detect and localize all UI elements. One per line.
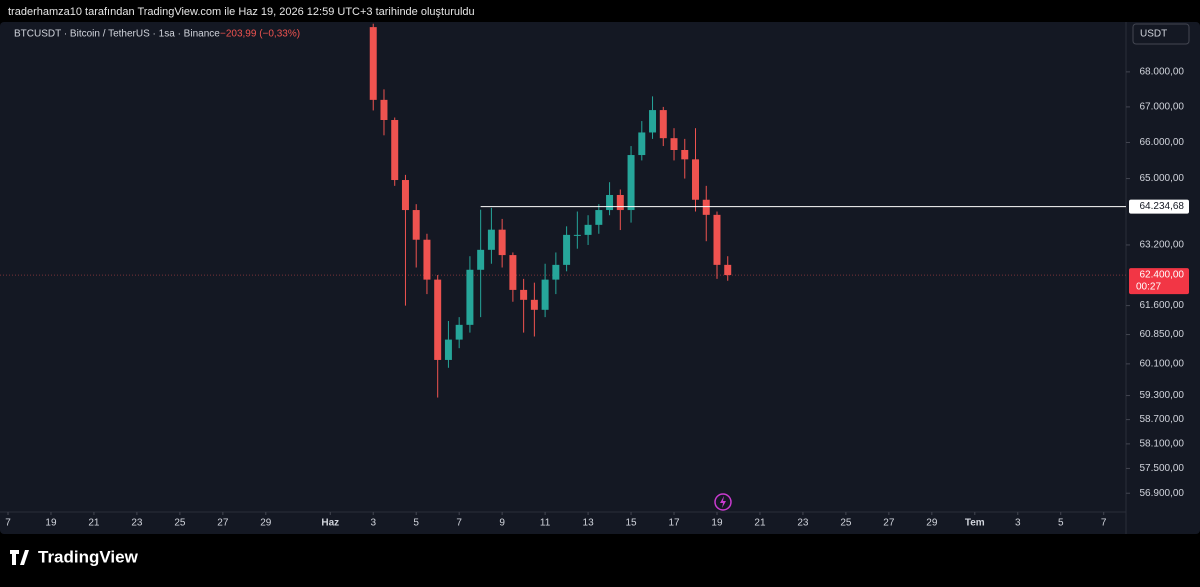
candle-body xyxy=(563,234,571,265)
x-tick-label: 19 xyxy=(45,518,57,529)
lightning-icon[interactable] xyxy=(714,493,732,511)
x-tick-label: 13 xyxy=(583,518,595,529)
y-tick-label: 63.200,00 xyxy=(1140,240,1185,251)
x-tick-label: 17 xyxy=(668,518,680,529)
last-price-tag xyxy=(1129,268,1189,295)
countdown-label: 00:27 xyxy=(1136,282,1161,293)
candle-body xyxy=(520,289,528,300)
candle-body xyxy=(627,155,635,211)
x-tick-label: 5 xyxy=(413,518,419,529)
y-tick-label: 59.300,00 xyxy=(1140,390,1185,401)
x-tick-label: 23 xyxy=(797,518,809,529)
currency-label: USDT xyxy=(1140,29,1167,40)
x-tick-label: 9 xyxy=(499,518,505,529)
x-tick-label: 21 xyxy=(754,518,766,529)
x-tick-label: 25 xyxy=(174,518,186,529)
chart-panel xyxy=(0,22,1200,534)
y-tick-label: 61.600,00 xyxy=(1140,300,1185,311)
price-change: −203,99 (−0,33%) xyxy=(220,29,300,40)
y-tick-label: 68.000,00 xyxy=(1140,67,1185,78)
symbol-title: BTCUSDT · Bitcoin / TetherUS · 1sa · Bin… xyxy=(14,29,220,40)
price-level-label: 64.234,68 xyxy=(1140,201,1185,212)
x-tick-label: 27 xyxy=(217,518,229,529)
candle-body xyxy=(541,279,549,310)
y-tick-label: 66.000,00 xyxy=(1140,137,1185,148)
candle-body xyxy=(412,210,420,240)
candle-body xyxy=(444,339,452,360)
candle-body xyxy=(434,279,442,360)
x-tick-label: 3 xyxy=(1015,518,1021,529)
candle-body xyxy=(369,27,377,100)
candle-body xyxy=(606,194,614,211)
x-tick-label: 15 xyxy=(625,518,637,529)
candle-body xyxy=(466,269,474,325)
candle-body xyxy=(670,138,678,150)
lightning-bolt xyxy=(720,496,726,508)
x-tick-label: 27 xyxy=(883,518,895,529)
y-tick-label: 58.100,00 xyxy=(1140,439,1185,450)
candle-body xyxy=(423,239,431,280)
candle-body xyxy=(391,120,399,181)
x-tick-label: 3 xyxy=(370,518,376,529)
last-price-label: 62.400,00 xyxy=(1140,270,1185,281)
x-tick-label: 7 xyxy=(5,518,11,529)
price-level-tag xyxy=(1129,199,1189,214)
candle-body xyxy=(552,264,560,280)
candle-body xyxy=(649,110,657,133)
currency-button[interactable] xyxy=(1132,23,1190,45)
candle-body xyxy=(477,249,485,270)
x-tick-label: 29 xyxy=(926,518,938,529)
candle-body xyxy=(595,210,603,225)
y-tick-label: 58.700,00 xyxy=(1140,414,1185,425)
candle-body xyxy=(487,229,495,250)
candle-body xyxy=(584,224,592,235)
candle-body xyxy=(638,132,646,156)
header-text: traderhamza10 tarafından TradingView.com… xyxy=(8,6,475,18)
plot: 68.000,00 67.000,00 66.000,00 65.000,00 63.2… xyxy=(0,23,1189,529)
candle-body xyxy=(455,324,463,340)
candle-body xyxy=(702,199,710,215)
x-tick-label: 19 xyxy=(711,518,723,529)
y-tick-label: 60.850,00 xyxy=(1140,329,1185,340)
y-tick-label: 57.500,00 xyxy=(1140,463,1185,474)
x-tick-label: 5 xyxy=(1058,518,1064,529)
candle-body xyxy=(681,149,689,160)
x-tick-label: 29 xyxy=(260,518,272,529)
candle-body xyxy=(380,99,388,121)
candle-body xyxy=(724,264,732,276)
x-tick-label: Tem xyxy=(965,518,985,529)
x-tick-label: 7 xyxy=(456,518,462,529)
x-tick-label: 23 xyxy=(131,518,143,529)
y-tick-label: 65.000,00 xyxy=(1140,173,1185,184)
candle-body xyxy=(616,194,624,211)
x-tick-label: 7 xyxy=(1101,518,1107,529)
candle-body xyxy=(530,299,538,310)
brand-logo xyxy=(10,550,29,565)
candle-body xyxy=(509,255,517,290)
y-tick-label: 67.000,00 xyxy=(1140,102,1185,113)
candle-body xyxy=(498,229,506,256)
y-tick-label: 56.900,00 xyxy=(1140,488,1185,499)
x-tick-label: Haz xyxy=(321,518,339,529)
x-tick-label: 25 xyxy=(840,518,852,529)
candle-body xyxy=(692,159,699,200)
y-tick-label: 60.100,00 xyxy=(1140,359,1185,370)
x-tick-label: 21 xyxy=(88,518,100,529)
candle-body xyxy=(573,234,581,236)
brand-name: TradingView xyxy=(38,547,139,566)
candle-body xyxy=(713,214,721,265)
candle-body xyxy=(659,110,667,139)
candle-body xyxy=(401,180,409,211)
x-tick-label: 11 xyxy=(540,518,551,529)
